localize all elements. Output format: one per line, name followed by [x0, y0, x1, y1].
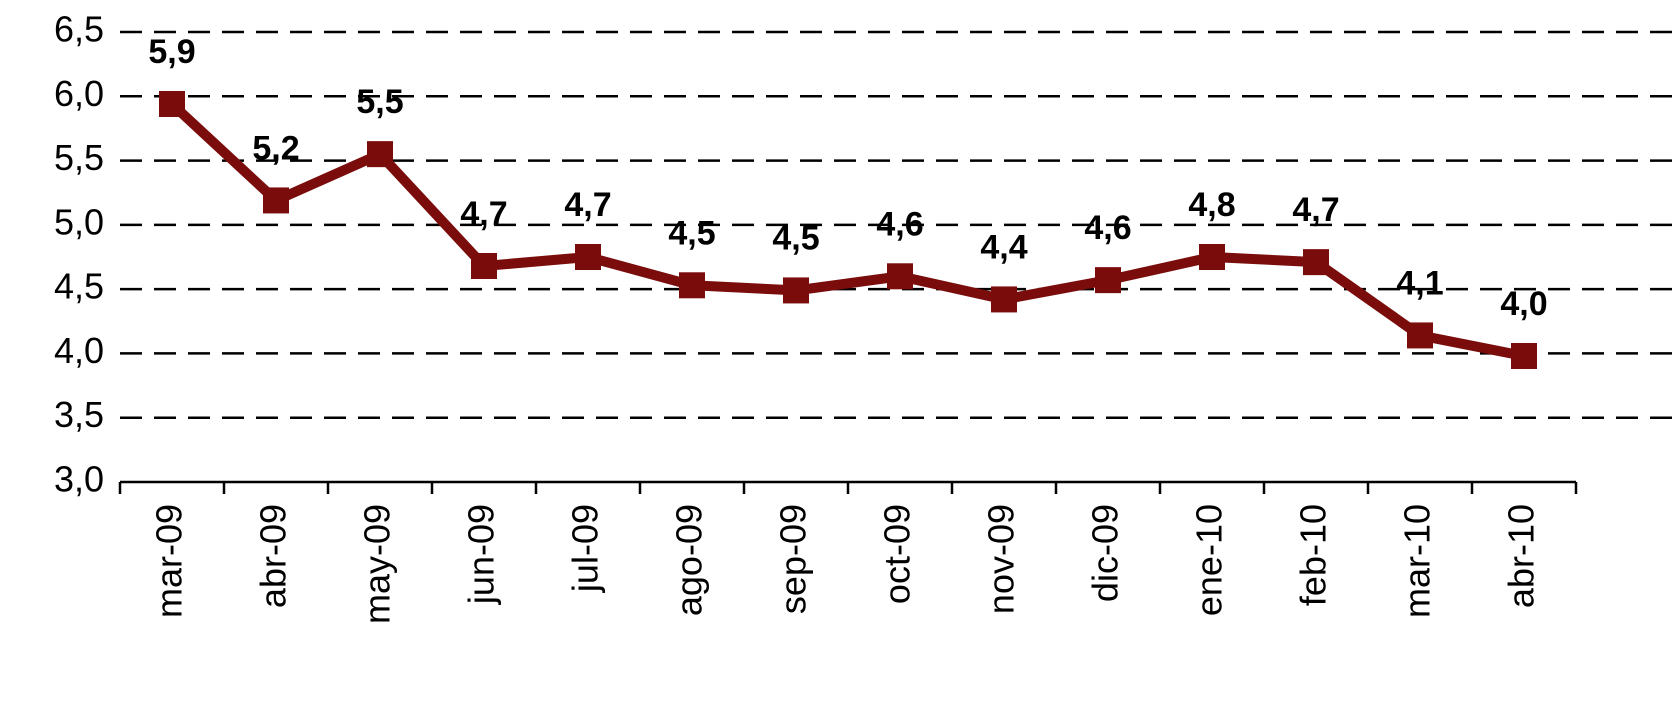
- x-tick-label: mar-09: [149, 504, 190, 618]
- data-label: 4,8: [1188, 186, 1235, 224]
- x-tick-label: may-09: [357, 504, 398, 624]
- y-tick-label: 4,0: [54, 330, 104, 371]
- data-label: 5,5: [356, 83, 403, 121]
- x-tick-label: ene-10: [1189, 504, 1230, 616]
- x-tick-label: dic-09: [1085, 504, 1126, 602]
- marker: [1095, 267, 1121, 294]
- marker: [1303, 249, 1329, 276]
- data-label: 4,6: [1084, 209, 1131, 247]
- y-tick-label: 3,0: [54, 459, 104, 500]
- marker: [263, 187, 289, 214]
- data-label: 4,5: [668, 214, 715, 252]
- y-tick-label: 5,5: [54, 137, 104, 178]
- x-tick-label: jul-09: [565, 504, 606, 593]
- y-tick-label: 4,5: [54, 266, 104, 307]
- marker: [679, 272, 705, 299]
- x-tick-label: sep-09: [773, 504, 814, 614]
- data-label: 5,9: [148, 33, 195, 71]
- marker: [1199, 244, 1225, 270]
- x-tick-label: abr-10: [1501, 504, 1542, 608]
- marker: [783, 277, 809, 304]
- data-label: 4,0: [1500, 285, 1547, 323]
- x-tick-label: oct-09: [877, 504, 918, 604]
- y-tick-label: 5,0: [54, 201, 104, 242]
- x-tick-label: mar-10: [1397, 504, 1438, 618]
- marker: [367, 141, 393, 168]
- marker: [575, 244, 601, 270]
- y-tick-label: 3,5: [54, 394, 104, 435]
- marker: [887, 263, 913, 290]
- x-tick-label: feb-10: [1293, 504, 1334, 606]
- x-tick-label: jun-09: [461, 504, 502, 605]
- x-tick-label: abr-09: [253, 504, 294, 608]
- marker: [1407, 322, 1433, 349]
- data-label: 4,4: [980, 228, 1027, 266]
- marker: [159, 91, 185, 117]
- marker: [1511, 343, 1537, 369]
- marker: [991, 286, 1017, 313]
- y-tick-label: 6,5: [54, 9, 104, 50]
- data-label: 4,6: [876, 205, 923, 243]
- data-label: 4,5: [772, 219, 819, 257]
- marker: [471, 253, 497, 279]
- data-label: 5,2: [252, 129, 299, 167]
- y-tick-label: 6,0: [54, 73, 104, 114]
- data-label: 4,7: [1292, 191, 1339, 229]
- data-label: 4,7: [564, 186, 611, 224]
- x-tick-label: ago-09: [669, 504, 710, 616]
- x-tick-label: nov-09: [981, 504, 1022, 614]
- data-label: 4,7: [460, 195, 507, 233]
- data-label: 4,1: [1396, 264, 1443, 302]
- line: [168, 100, 1525, 361]
